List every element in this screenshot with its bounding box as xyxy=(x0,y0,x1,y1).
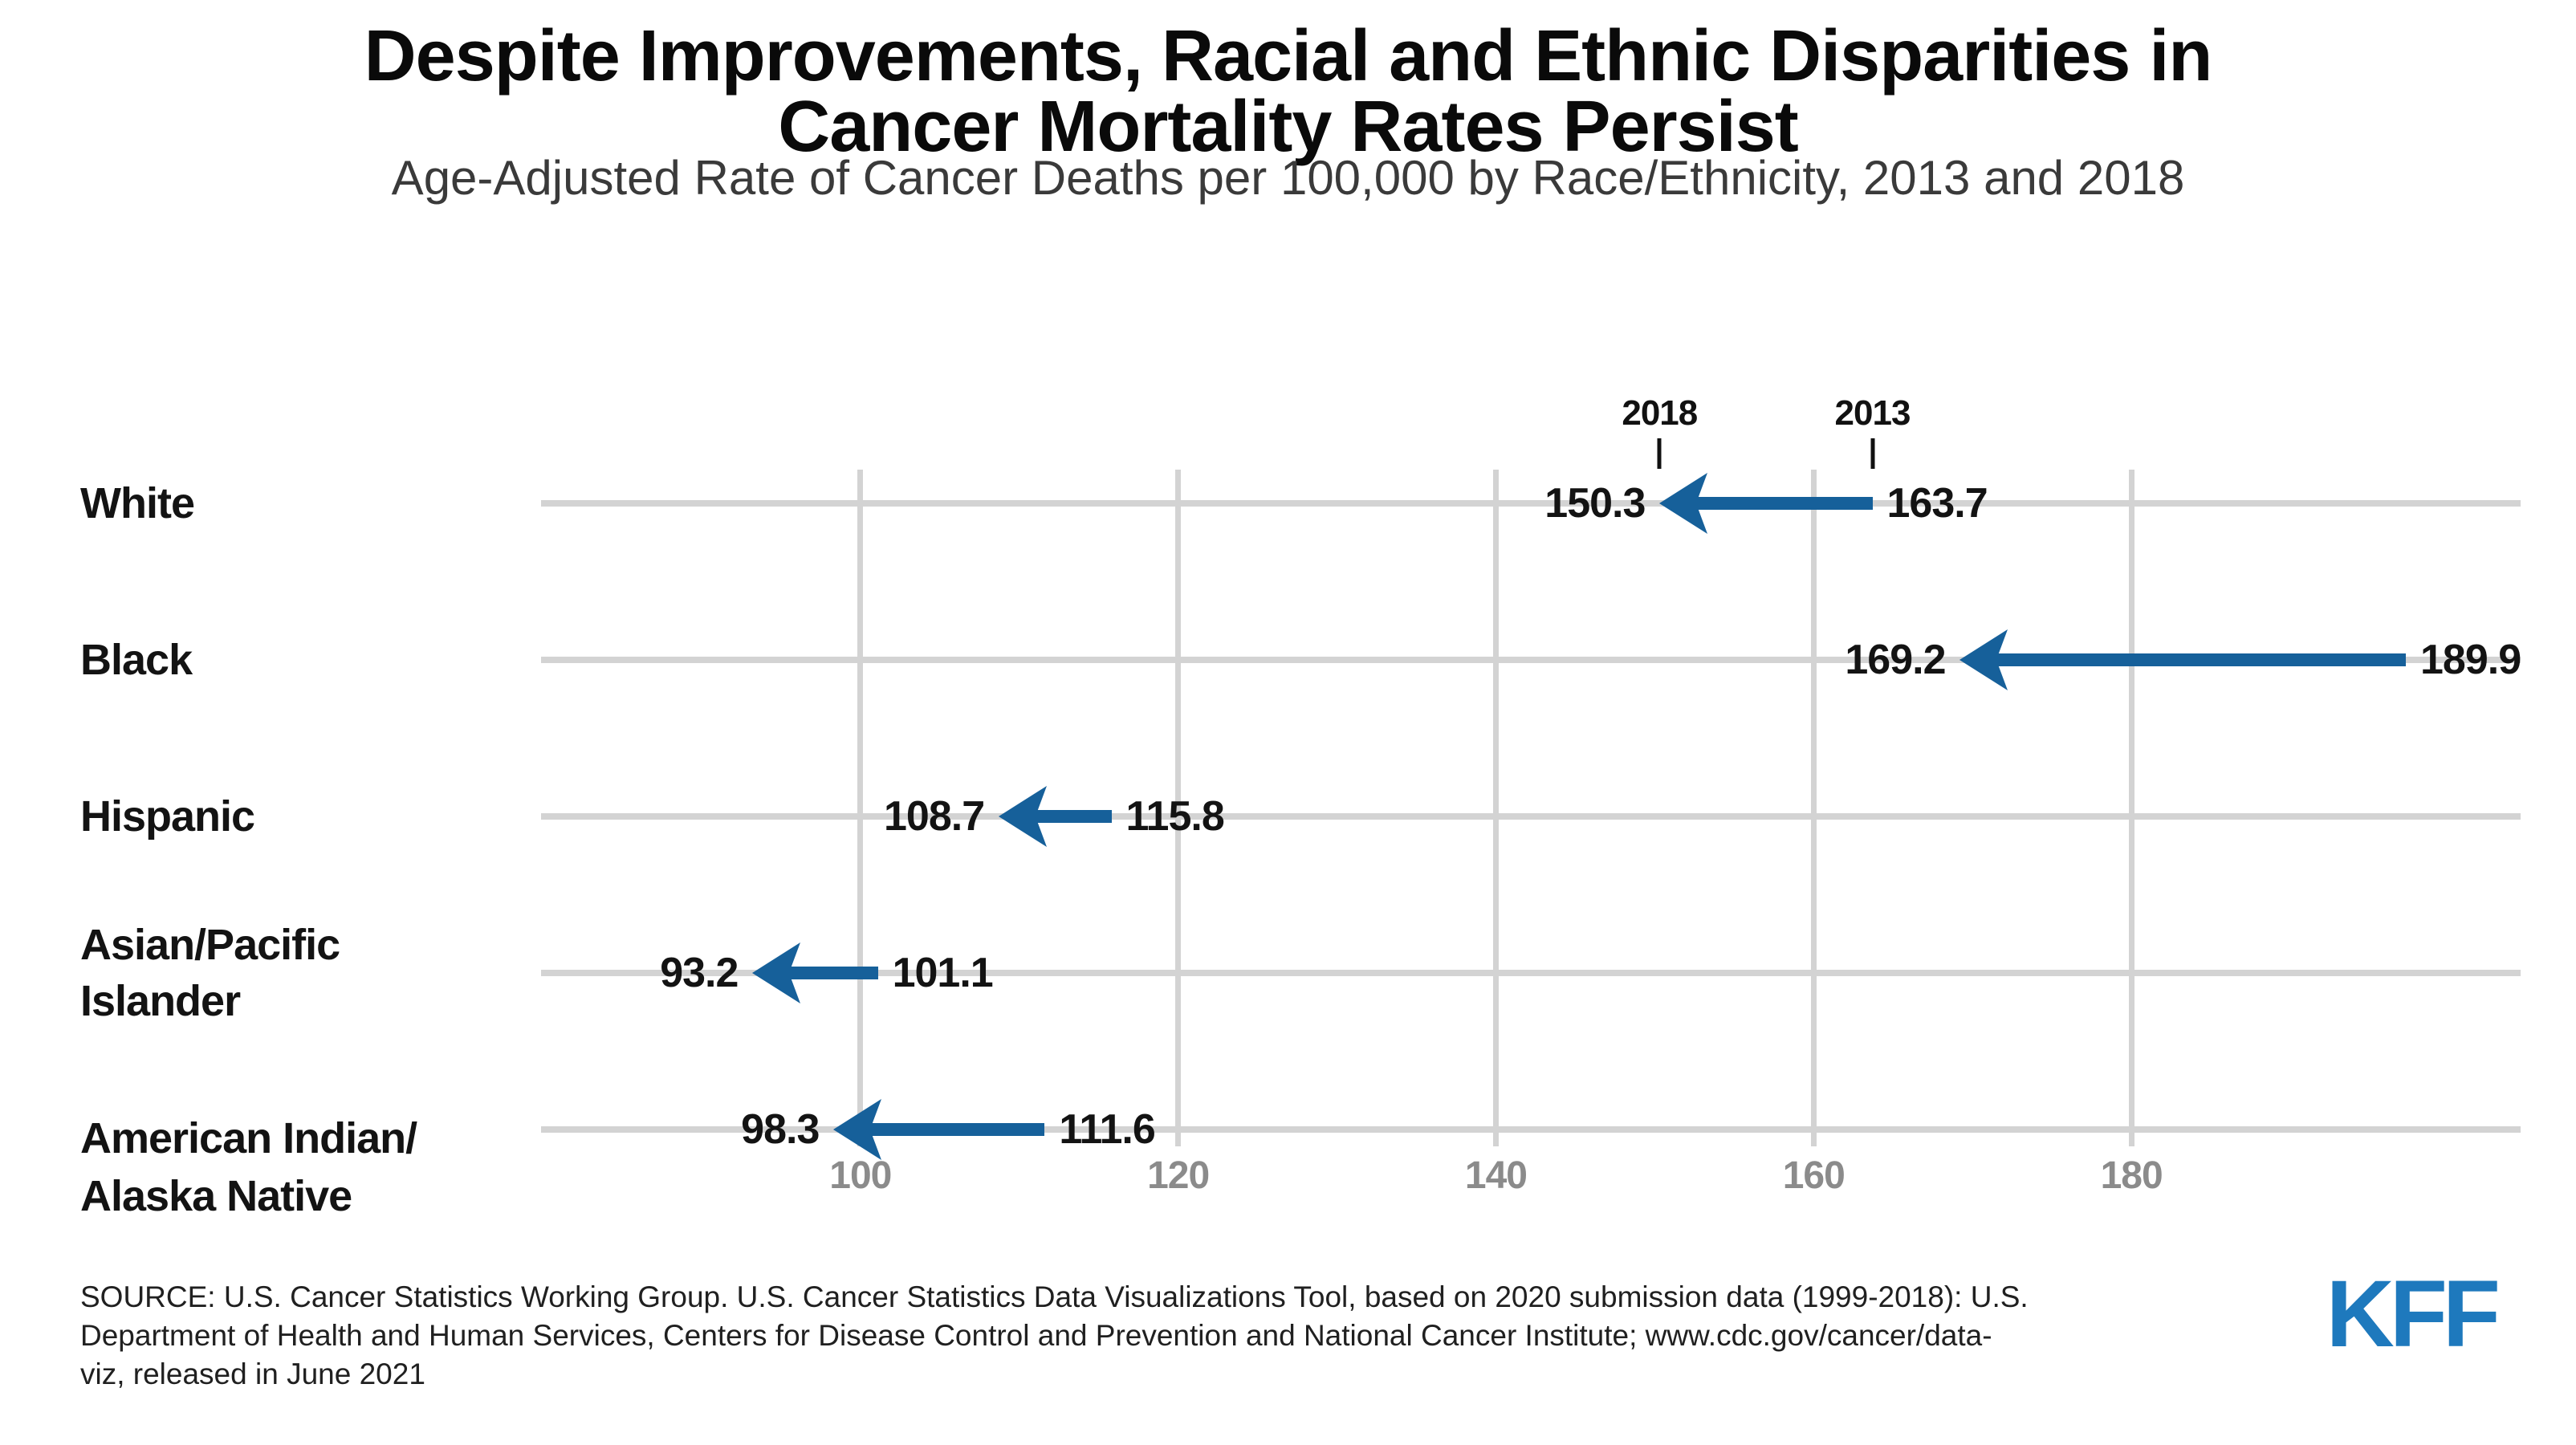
value-label-2018: 150.3 xyxy=(1544,480,1646,527)
arrow-shaft xyxy=(869,1123,1045,1136)
category-label: Asian/Pacific xyxy=(80,921,340,969)
chart-title: Despite Improvements, Racial and Ethnic … xyxy=(0,16,2576,167)
x-tick-label: 120 xyxy=(1147,1154,1210,1197)
value-label-2013: 189.9 xyxy=(2420,637,2521,683)
category-label: Hispanic xyxy=(80,792,255,841)
arrow-head-icon xyxy=(833,1099,883,1160)
kff-logo: KFF xyxy=(2326,1261,2501,1367)
category-label: Alaska Native xyxy=(80,1172,352,1220)
category-label: White xyxy=(80,479,195,527)
value-label-2013: 111.6 xyxy=(1059,1106,1155,1153)
arrow-shaft xyxy=(1034,810,1112,823)
chart-title-line2: Cancer Mortality Rates Persist xyxy=(778,87,1799,167)
chart-title-line1: Despite Improvements, Racial and Ethnic … xyxy=(364,16,2213,96)
arrow-shaft xyxy=(1695,497,1873,510)
year-label-2018: 2018 xyxy=(1622,393,1698,433)
year-label-2013: 2013 xyxy=(1834,393,1911,433)
row-gridline xyxy=(541,500,2521,507)
x-gridline xyxy=(1492,470,1499,1146)
x-tick-label: 160 xyxy=(1782,1154,1846,1197)
arrow-head-icon xyxy=(1659,473,1709,534)
category-label: Islander xyxy=(80,977,241,1025)
arrow-shaft xyxy=(787,967,878,979)
year-tick-mark xyxy=(1870,438,1874,469)
x-gridline xyxy=(1175,470,1182,1146)
x-tick-label: 180 xyxy=(2100,1154,2163,1197)
value-label-2018: 98.3 xyxy=(741,1106,820,1153)
arrow-head-icon xyxy=(752,942,802,1003)
arrow-head-icon xyxy=(1959,629,2009,690)
source-line: SOURCE: U.S. Cancer Statistics Working G… xyxy=(80,1280,2029,1313)
x-gridline xyxy=(857,470,864,1146)
row-gridline xyxy=(541,970,2521,976)
value-label-2018: 108.7 xyxy=(883,793,985,840)
value-label-2013: 101.1 xyxy=(892,950,994,996)
x-gridline xyxy=(1810,470,1817,1146)
row-gridline xyxy=(541,657,2521,663)
arrow-head-icon xyxy=(998,786,1048,847)
x-tick-label: 100 xyxy=(829,1154,892,1197)
value-label-2013: 115.8 xyxy=(1125,793,1225,840)
arrow-shaft xyxy=(1996,653,2406,666)
row-gridline xyxy=(541,813,2521,820)
chart-subtitle: Age-Adjusted Rate of Cancer Deaths per 1… xyxy=(391,151,2185,205)
x-gridline xyxy=(2128,470,2134,1146)
row-gridline xyxy=(541,1126,2521,1133)
value-label-2018: 93.2 xyxy=(660,950,739,996)
category-label: Black xyxy=(80,636,193,684)
value-label-2013: 163.7 xyxy=(1886,480,1988,527)
source-line: Department of Health and Human Services,… xyxy=(80,1319,1992,1352)
source-note: SOURCE: U.S. Cancer Statistics Working G… xyxy=(80,1278,2029,1394)
category-label: American Indian/ xyxy=(80,1114,417,1162)
year-tick-mark xyxy=(1657,438,1662,469)
source-line: viz, released in June 2021 xyxy=(80,1357,425,1390)
x-tick-label: 140 xyxy=(1464,1154,1528,1197)
value-label-2018: 169.2 xyxy=(1845,637,1946,683)
